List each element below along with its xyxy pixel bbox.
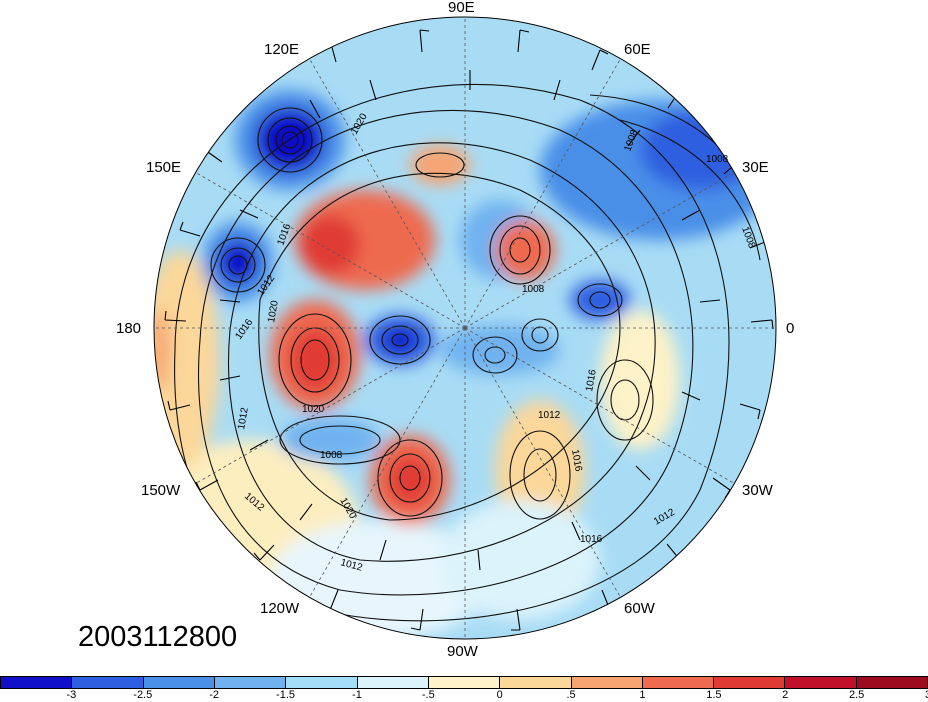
colorbar-tick-label: -1 <box>352 689 362 701</box>
colorbar-labels: -3 -2.5 -2 -1.5 -1 -.5 0 .5 1 1.5 2 2.5 3 <box>0 689 928 702</box>
polar-map: 1008 1008 1016 1012 1016 1020 1020 1008 … <box>153 16 777 640</box>
colorbar-segment <box>214 677 287 688</box>
isobar-contours <box>174 84 771 622</box>
map-boundary <box>153 16 777 640</box>
lon-label-30e: 30E <box>742 159 769 176</box>
colorbar-segment <box>856 677 928 688</box>
isobar-label: 1008 <box>706 154 729 165</box>
colorbar-segment <box>500 677 572 688</box>
colorbar-tick-label: 3 <box>925 689 928 702</box>
lon-label-150w: 150W <box>141 482 181 499</box>
isobar-label: 1016 <box>569 449 584 473</box>
lon-label-30w: 30W <box>742 482 773 499</box>
colorbar-tick-label: 0 <box>496 689 503 701</box>
lon-label-150e: 150E <box>146 159 182 176</box>
colorbar-segment <box>642 677 715 688</box>
isobar-label: 1012 <box>236 406 251 430</box>
graticule <box>154 17 776 639</box>
colorbar-segment <box>785 677 857 688</box>
colorbar-tick-label: -2 <box>209 689 220 701</box>
colorbar-segment <box>428 677 501 688</box>
colorbar-segment <box>714 677 786 688</box>
colorbar-segment <box>143 677 215 688</box>
colorbar-tick-label: -1.5 <box>276 689 296 701</box>
lon-label-180: 180 <box>116 320 142 337</box>
lon-label-0: 0 <box>786 320 795 337</box>
lon-label-90e: 90E <box>448 0 475 16</box>
colorbar-tick-label: -3 <box>66 689 77 701</box>
colorbar-segment <box>571 677 643 688</box>
isobar-label: 1016 <box>584 368 599 392</box>
colorbar <box>0 676 928 689</box>
lon-label-120w: 120W <box>260 600 300 617</box>
lon-label-120e: 120E <box>264 41 300 58</box>
colorbar-segment <box>72 677 144 688</box>
colorbar-segment <box>286 677 358 688</box>
isobar-label: 1020 <box>302 404 325 415</box>
colorbar-tick-label: -.5 <box>421 689 435 701</box>
colorbar-tick-label: -2.5 <box>133 689 153 701</box>
lon-label-60w: 60W <box>624 600 655 617</box>
date-stamp: 2003112800 <box>78 621 238 653</box>
isobar-value-labels: 1008 1008 1016 1012 1016 1020 1020 1008 … <box>233 111 757 573</box>
isobar-label: 1020 <box>266 299 281 323</box>
isobar-label: 1016 <box>580 534 603 545</box>
colorbar-tick-label: 1.5 <box>706 689 722 701</box>
colorbar-tick-label: .5 <box>566 689 576 701</box>
isobar-label: 1008 <box>522 284 545 295</box>
isobar-label: 1008 <box>320 450 343 461</box>
colorbar-segment <box>357 677 429 688</box>
colorbar-segment <box>1 677 73 688</box>
colorbar-tick-label: 2.5 <box>848 689 865 701</box>
colorbar-tick-label: 1 <box>639 689 646 701</box>
colorbar-tick-label: 2 <box>782 689 789 701</box>
isobar-label: 1012 <box>538 410 561 421</box>
lon-label-90w: 90W <box>447 643 478 660</box>
lon-label-60e: 60E <box>624 41 651 58</box>
